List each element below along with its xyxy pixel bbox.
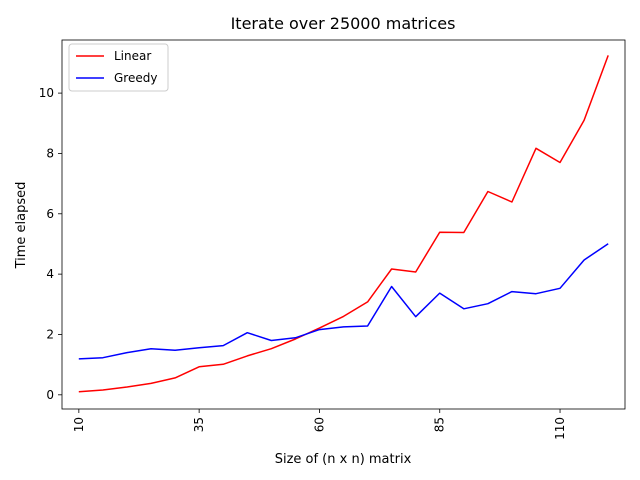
y-tick-label: 2: [46, 327, 54, 341]
y-tick-label: 0: [46, 388, 54, 402]
x-axis-ticks: 10 35 60 85 110: [72, 409, 567, 440]
y-tick-label: 8: [46, 146, 54, 160]
series-line-linear: [78, 55, 609, 393]
x-tick-label: 10: [72, 417, 86, 432]
y-tick-label: 6: [46, 207, 54, 221]
y-tick-label: 4: [46, 267, 54, 281]
x-tick-label: 60: [312, 417, 326, 432]
x-tick-label: 110: [553, 417, 567, 440]
plot-frame: [61, 39, 626, 410]
plot-area: [61, 39, 626, 410]
series-lines: [78, 55, 609, 393]
x-axis-label: Size of (n x n) matrix: [275, 452, 412, 467]
x-tick-label: 35: [192, 417, 206, 432]
legend-label: Linear: [114, 49, 151, 63]
y-axis-ticks: 0 2 4 6 8 10: [39, 86, 62, 402]
chart-title: Iterate over 25000 matrices: [231, 14, 456, 33]
legend-label: Greedy: [114, 71, 157, 85]
y-tick-label: 10: [39, 86, 54, 100]
series-line-greedy: [78, 243, 609, 360]
legend: Linear Greedy: [68, 43, 169, 92]
x-tick-label: 85: [433, 417, 447, 432]
y-axis-label: Time elapsed: [14, 182, 29, 270]
